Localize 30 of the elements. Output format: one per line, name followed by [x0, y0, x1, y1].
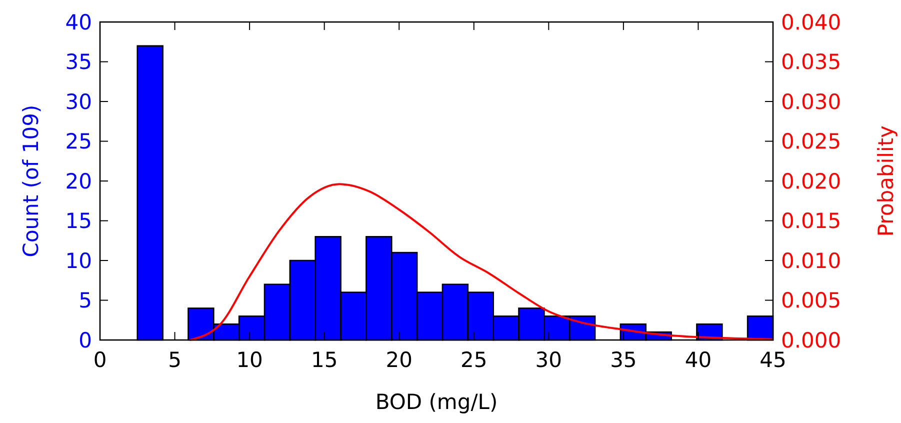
y-tick-label: 0 [78, 328, 92, 352]
y2-tick-label: 0.005 [781, 288, 842, 313]
y-tick-label: 10 [65, 248, 92, 273]
y2-tick-label: 0.035 [781, 50, 842, 74]
x-tick-label: 0 [93, 348, 107, 372]
x-axis-title: BOD (mg/L) [375, 390, 498, 414]
y-tick-label: 5 [78, 288, 92, 313]
y2-tick-label: 0.010 [781, 248, 842, 273]
y2-tick-label: 0.025 [781, 130, 842, 154]
y2-axis-title: Probability [874, 125, 898, 237]
x-tick-label: 5 [168, 348, 182, 372]
y2-tick-label: 0.020 [781, 169, 842, 194]
y2-tick-label: 0.040 [781, 10, 842, 34]
x-tick-label: 25 [460, 348, 488, 372]
y-tick-label: 30 [65, 90, 92, 114]
y-tick-label: 25 [65, 130, 92, 154]
x-tick-label: 15 [310, 348, 338, 372]
y2-tick-label: 0.015 [781, 209, 842, 234]
y-tick-label: 20 [65, 169, 92, 194]
x-tick-label: 10 [236, 348, 263, 372]
x-tick-label: 40 [684, 348, 712, 372]
x-tick-label: 30 [535, 348, 562, 372]
y-tick-label: 35 [65, 50, 92, 74]
y2-tick-label: 0.030 [781, 90, 842, 114]
y-tick-label: 15 [65, 209, 92, 234]
x-tick-label: 35 [610, 348, 637, 372]
y-tick-label: 40 [65, 10, 92, 34]
line-series [188, 183, 774, 341]
x-tick-label: 20 [386, 348, 412, 372]
y-axis-title: Count (of 109) [19, 104, 43, 258]
